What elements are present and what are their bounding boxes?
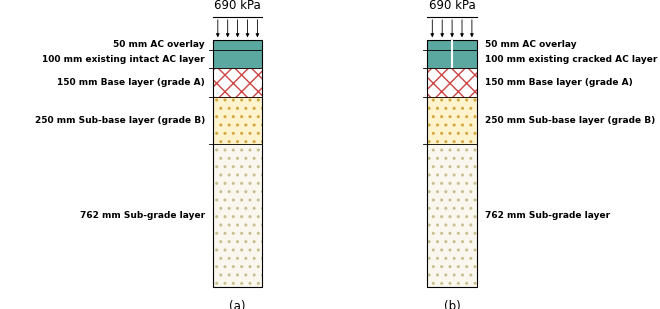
Bar [213,40,263,49]
Bar [213,49,263,68]
Bar [213,68,263,97]
Bar [428,68,477,97]
Text: 50 mm AC overlay: 50 mm AC overlay [484,40,576,49]
Bar [428,40,477,49]
Text: (b): (b) [444,300,461,309]
Text: 50 mm AC overlay: 50 mm AC overlay [114,40,205,49]
Text: 150 mm Base layer (grade A): 150 mm Base layer (grade A) [484,78,632,87]
Bar [428,144,477,287]
Bar [213,144,263,287]
Text: 762 mm Sub-grade layer: 762 mm Sub-grade layer [80,211,205,220]
Text: 690 kPa: 690 kPa [214,0,261,12]
Bar [428,68,477,97]
Bar [213,97,263,144]
Bar [213,40,263,287]
Text: 762 mm Sub-grade layer: 762 mm Sub-grade layer [484,211,610,220]
Text: 690 kPa: 690 kPa [429,0,475,12]
Bar [428,49,477,68]
Text: 250 mm Sub-base layer (grade B): 250 mm Sub-base layer (grade B) [35,116,205,125]
Bar [213,97,263,144]
Bar [428,40,477,287]
Text: 100 mm existing intact AC layer: 100 mm existing intact AC layer [42,54,205,64]
Text: 100 mm existing cracked AC layer: 100 mm existing cracked AC layer [484,54,657,64]
Bar [213,144,263,287]
Bar [428,144,477,287]
Bar [428,97,477,144]
Bar [213,68,263,97]
Bar [428,97,477,144]
Text: (a): (a) [230,300,246,309]
Text: 150 mm Base layer (grade A): 150 mm Base layer (grade A) [57,78,205,87]
Text: 250 mm Sub-base layer (grade B): 250 mm Sub-base layer (grade B) [484,116,655,125]
